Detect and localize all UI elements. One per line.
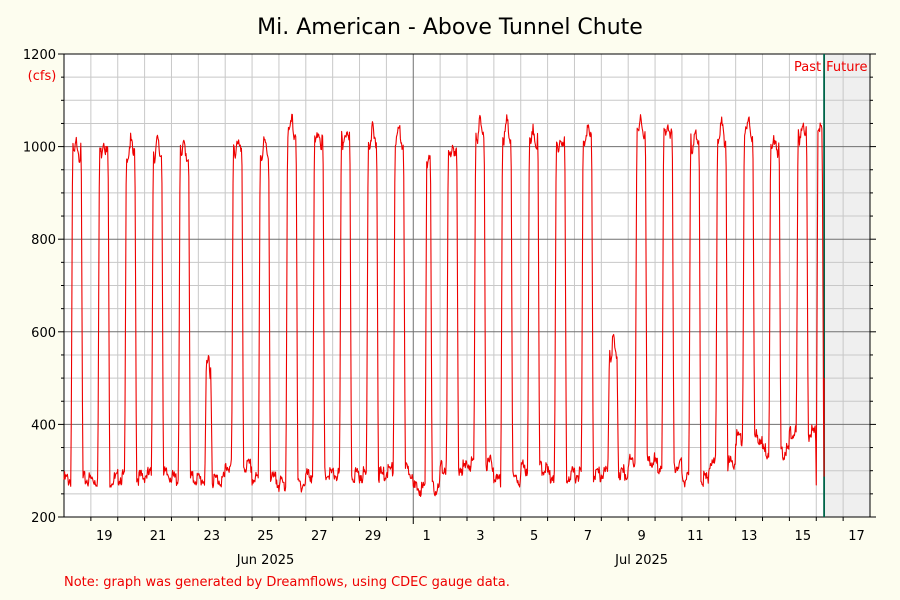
- x-tick-label: 9: [637, 529, 645, 544]
- past-label: Past: [794, 60, 821, 75]
- y-tick-label: 1000: [23, 141, 56, 156]
- x-axis-ticks: 19 21 23 25 27 29 1 3 5 7 9 11 13 15 17: [90, 517, 865, 544]
- series-line: [63, 113, 825, 497]
- x-tick-label: 21: [150, 529, 167, 544]
- y-tick-label: 800: [31, 233, 56, 248]
- y-axis-ticks: 200 400 600 800 1000 1200: [23, 48, 876, 526]
- x-tick-label: 3: [476, 529, 484, 544]
- y-tick-label: 600: [31, 326, 56, 341]
- x-tick-label: 25: [257, 529, 274, 544]
- future-label: Future: [826, 60, 867, 75]
- month-label-jul: Jul 2025: [614, 553, 668, 568]
- x-tick-label: 5: [530, 529, 538, 544]
- x-tick-label: 1: [423, 529, 431, 544]
- y-tick-label: 200: [31, 511, 56, 526]
- month-label-jun: Jun 2025: [236, 553, 295, 568]
- x-tick-label: 19: [96, 529, 113, 544]
- y-tick-label: 1200: [23, 48, 56, 63]
- x-tick-label: 27: [311, 529, 328, 544]
- source-note: Note: graph was generated by Dreamflows,…: [64, 575, 510, 590]
- x-tick-label: 15: [795, 529, 812, 544]
- x-tick-label: 11: [687, 529, 704, 544]
- major-gridlines: [64, 54, 870, 517]
- x-tick-label: 17: [848, 529, 865, 544]
- y-tick-label: 400: [31, 418, 56, 433]
- y-axis-unit-label: (cfs): [28, 69, 57, 84]
- chart-title: Mi. American - Above Tunnel Chute: [257, 15, 643, 40]
- x-tick-label: 7: [584, 529, 592, 544]
- minor-gridlines: [64, 54, 870, 517]
- x-tick-label: 23: [203, 529, 220, 544]
- x-tick-label: 13: [741, 529, 758, 544]
- x-tick-label: 29: [365, 529, 382, 544]
